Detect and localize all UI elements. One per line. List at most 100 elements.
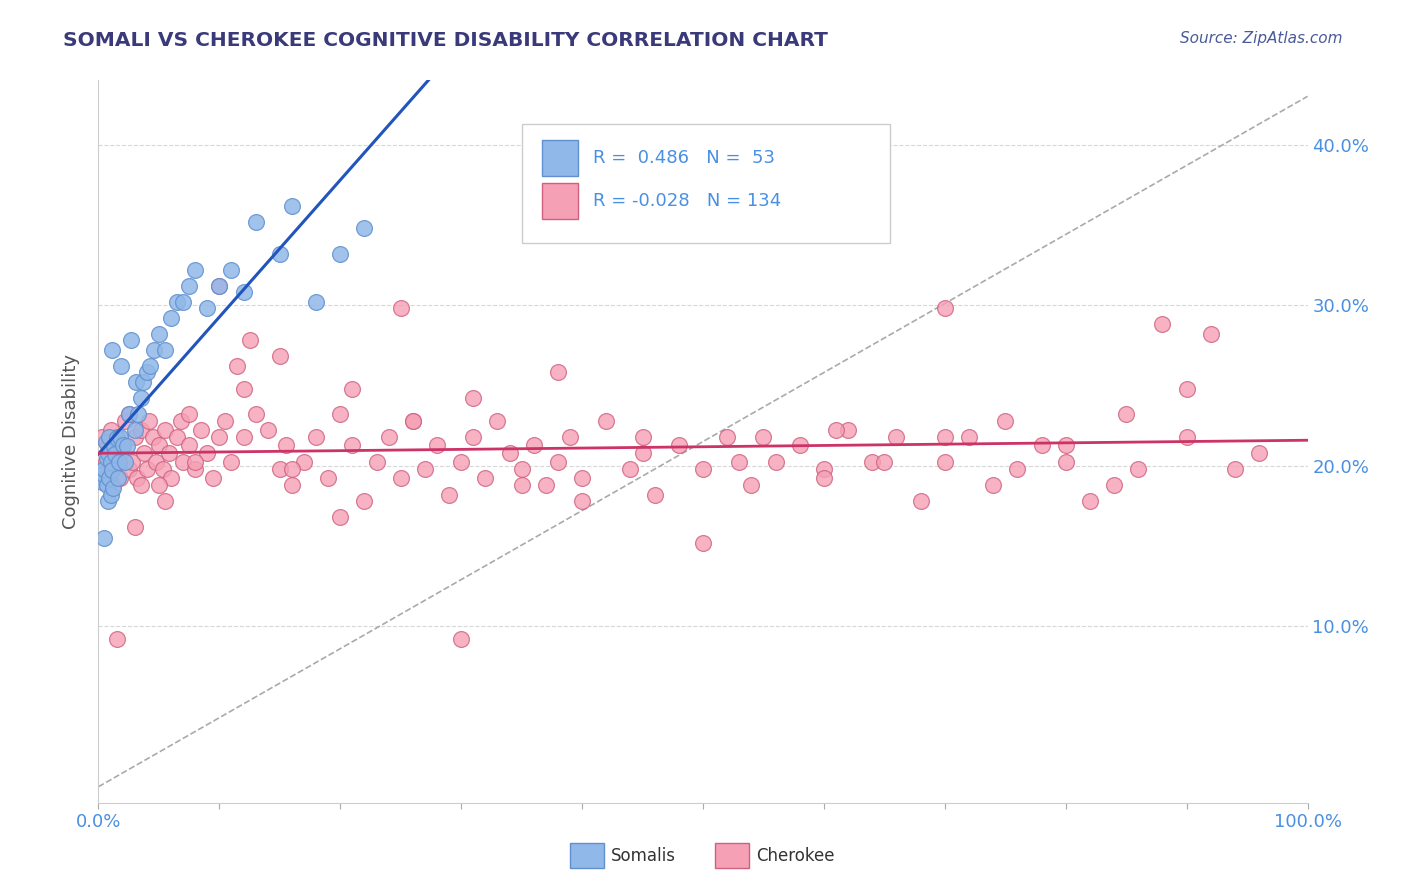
Point <box>121 455 143 469</box>
Text: R = -0.028   N = 134: R = -0.028 N = 134 <box>593 192 782 211</box>
Point <box>100 455 122 469</box>
Point <box>94 455 117 469</box>
Point <box>1175 430 1198 444</box>
Point <box>148 478 170 492</box>
Point <box>1054 438 1077 452</box>
Point <box>239 334 262 348</box>
Point <box>134 446 156 460</box>
Point <box>1223 462 1246 476</box>
Point <box>305 430 328 444</box>
Point <box>232 285 254 300</box>
Point <box>142 430 165 444</box>
Point <box>143 343 166 357</box>
Point <box>129 391 152 405</box>
Point <box>98 430 121 444</box>
Point <box>172 455 194 469</box>
Point <box>571 471 593 485</box>
Point <box>389 471 412 485</box>
Point <box>93 531 115 545</box>
Point <box>547 455 569 469</box>
Point <box>498 446 520 460</box>
Point <box>208 430 231 444</box>
Point <box>135 366 157 380</box>
Text: SOMALI VS CHEROKEE COGNITIVE DISABILITY CORRELATION CHART: SOMALI VS CHEROKEE COGNITIVE DISABILITY … <box>63 31 828 50</box>
Point <box>111 438 134 452</box>
Point <box>450 455 472 469</box>
Point <box>1115 407 1137 421</box>
Point <box>510 478 533 492</box>
Point <box>353 494 375 508</box>
Point <box>619 462 641 476</box>
Point <box>316 471 339 485</box>
Point <box>94 434 117 449</box>
Point <box>692 535 714 549</box>
Point <box>110 359 132 373</box>
Point <box>104 447 127 461</box>
Point <box>124 423 146 437</box>
Point <box>179 278 201 293</box>
Point <box>1078 494 1101 508</box>
Point <box>1152 318 1174 332</box>
Point <box>153 494 176 508</box>
Point <box>105 430 128 444</box>
Point <box>91 430 114 444</box>
Point <box>510 462 533 476</box>
Point <box>166 294 188 309</box>
Point <box>934 455 956 469</box>
Point <box>256 423 278 437</box>
Point <box>153 343 176 357</box>
Point <box>716 430 738 444</box>
Point <box>129 478 152 492</box>
Point <box>402 414 425 428</box>
Point <box>752 430 775 444</box>
Point <box>226 359 249 373</box>
Point <box>100 423 122 437</box>
Point <box>91 475 114 489</box>
Point <box>153 423 176 437</box>
Point <box>813 462 835 476</box>
Point <box>91 467 114 481</box>
Point <box>329 510 352 524</box>
Point <box>93 471 115 485</box>
Point <box>103 446 125 460</box>
Point <box>107 471 129 485</box>
Point <box>1102 478 1125 492</box>
Point <box>132 375 155 389</box>
Point <box>245 214 267 228</box>
Point <box>305 294 328 309</box>
Point <box>994 414 1017 428</box>
Point <box>353 221 375 235</box>
Point <box>221 455 243 469</box>
Point <box>160 310 183 325</box>
Point <box>202 471 225 485</box>
Point <box>169 414 191 428</box>
Point <box>120 334 142 348</box>
Point <box>245 407 267 421</box>
Point <box>145 455 167 469</box>
Point <box>426 438 449 452</box>
Point <box>96 478 118 492</box>
Point <box>934 430 956 444</box>
Point <box>100 462 122 476</box>
Point <box>825 423 848 437</box>
Point <box>101 481 124 495</box>
Point <box>463 430 485 444</box>
Text: Cherokee: Cherokee <box>756 847 835 864</box>
Point <box>860 455 883 469</box>
Point <box>100 463 122 477</box>
Point <box>125 375 148 389</box>
Point <box>101 478 124 492</box>
Bar <box>543 183 578 219</box>
Point <box>232 382 254 396</box>
Point <box>97 494 120 508</box>
Point <box>269 462 291 476</box>
Point <box>377 430 399 444</box>
Point <box>214 414 236 428</box>
Point <box>668 438 690 452</box>
Bar <box>543 140 578 176</box>
Point <box>342 382 364 396</box>
Point <box>208 278 231 293</box>
Point <box>208 278 231 293</box>
Point <box>100 343 122 357</box>
Point <box>148 438 170 452</box>
